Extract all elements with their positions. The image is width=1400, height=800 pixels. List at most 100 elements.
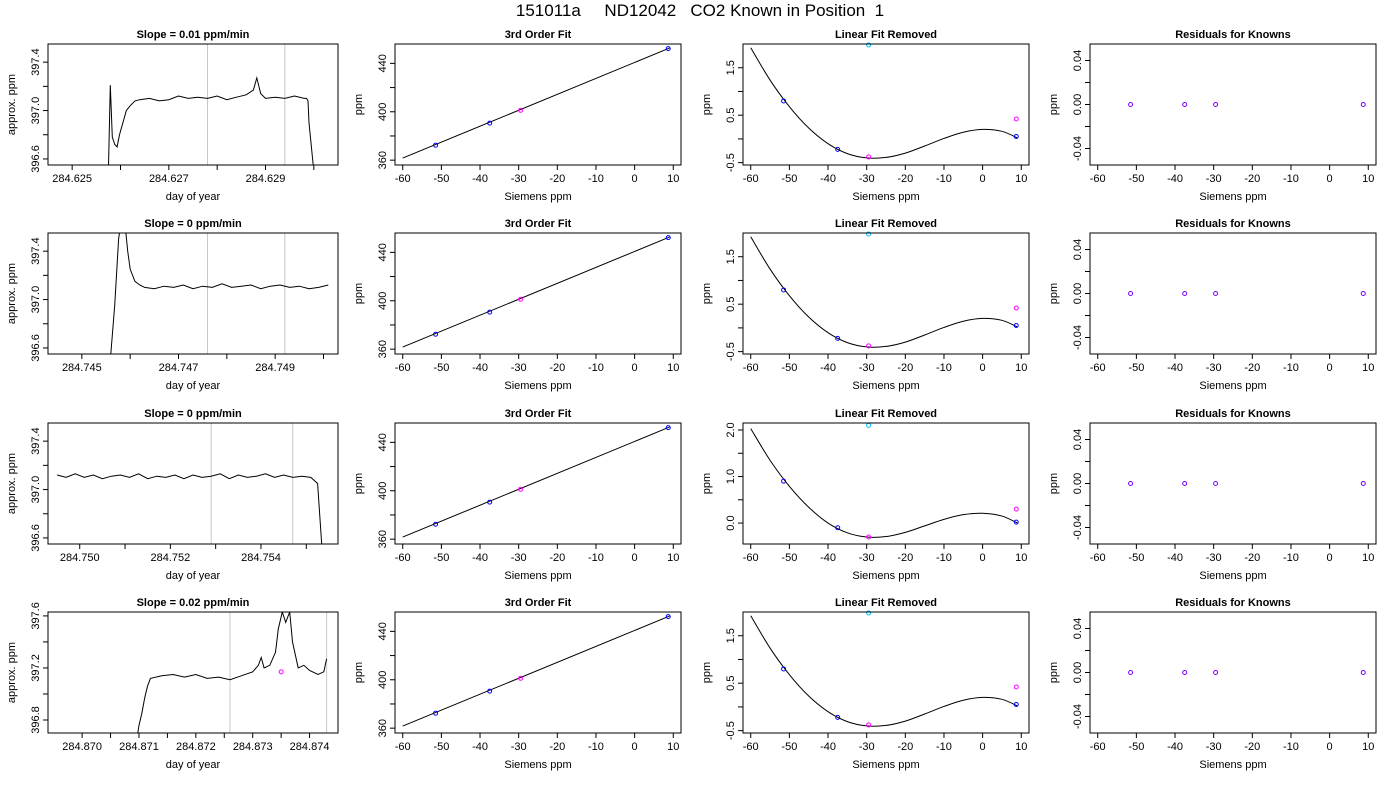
data-point (518, 675, 524, 681)
y-axis-label: ppm (1048, 283, 1060, 304)
y-tick-label: 440 (377, 54, 389, 72)
x-tick-label: 0 (632, 741, 638, 753)
x-tick-label: 284.752 (150, 552, 190, 564)
y-tick-label: 397.0 (30, 286, 42, 314)
panel-knowns: Residuals for Knowns -60 -50 -40 -30 -20 -10 0 1… (1048, 408, 1377, 582)
panel-title: Residuals for Knowns (1175, 218, 1291, 230)
panel-fit: 3rd Order Fit -60 -50 -40 -30 -20 -10 0 10 360 400… (353, 597, 682, 771)
figure-title: 151011a ND12042 CO2 Known in Position 1 (515, 1, 885, 20)
plot-area (137, 612, 328, 733)
y-tick-label: 396.6 (30, 334, 42, 362)
data-point (835, 146, 841, 152)
x-axis-label: Siemens ppm (1199, 191, 1266, 203)
x-tick-label: 10 (1362, 741, 1374, 753)
y-tick-label: 396.8 (30, 706, 42, 734)
x-tick-label: -50 (433, 552, 449, 564)
data-point (1013, 702, 1019, 708)
data-point (1360, 291, 1366, 296)
series-line (750, 615, 1018, 727)
x-tick-label: -30 (511, 362, 527, 374)
plot-area (56, 473, 323, 544)
y-tick-label: 400 (377, 103, 389, 121)
panel-timeseries: Slope = 0 ppm/min 284.745 284.747 284.749 39… (6, 218, 339, 392)
x-tick-label: 10 (667, 173, 679, 185)
y-axis-label: ppm (701, 662, 713, 683)
y-tick-label: 360 (377, 719, 389, 737)
data-point (665, 46, 671, 52)
plot-frame (394, 422, 682, 545)
x-tick-label: -10 (936, 362, 952, 374)
y-axis-label: ppm (1048, 94, 1060, 115)
x-tick-label: 10 (667, 741, 679, 753)
x-tick-label: -20 (549, 552, 565, 564)
data-point (1182, 481, 1188, 486)
panel-title: Residuals for Knowns (1175, 408, 1291, 420)
x-tick-label: -20 (549, 362, 565, 374)
x-tick-label: 0 (980, 552, 986, 564)
data-point (1128, 291, 1134, 296)
data-point (1128, 481, 1134, 486)
y-tick-label: 360 (377, 530, 389, 548)
plot-area (402, 236, 670, 348)
panel-residual: Linear Fit Removed -60 -50 -40 -30 -20 -10 0 10 -… (701, 29, 1030, 203)
x-tick-label: -40 (820, 552, 836, 564)
panel-knowns: Residuals for Knowns -60 -50 -40 -30 -20 -10 0 1… (1048, 218, 1377, 392)
x-tick-label: -60 (743, 362, 759, 374)
x-axis-label: Siemens ppm (852, 570, 919, 582)
x-tick-label: -40 (820, 741, 836, 753)
y-tick-label: 0.00 (1072, 473, 1084, 494)
x-tick-label: -10 (936, 552, 952, 564)
y-tick-label: -0.04 (1072, 136, 1084, 161)
plot-frame (47, 611, 339, 734)
x-tick-label: -50 (1128, 362, 1144, 374)
x-axis-label: Siemens ppm (504, 191, 571, 203)
x-tick-label: -50 (433, 741, 449, 753)
panel-title: Linear Fit Removed (835, 218, 937, 230)
x-tick-label: -10 (1283, 741, 1299, 753)
x-tick-label: -30 (511, 173, 527, 185)
data-point (866, 534, 872, 540)
x-tick-label: -20 (549, 173, 565, 185)
x-tick-label: 284.874 (290, 741, 330, 753)
plot-frame (394, 43, 682, 166)
y-tick-label: 0.5 (725, 676, 737, 691)
y-tick-label: 0.00 (1072, 662, 1084, 683)
x-tick-label: -30 (1206, 173, 1222, 185)
y-tick-label: 1.5 (725, 628, 737, 643)
data-point (866, 231, 872, 237)
y-tick-label: 400 (377, 292, 389, 310)
y-tick-label: 400 (377, 482, 389, 500)
x-tick-label: -60 (743, 741, 759, 753)
plot-frame (47, 232, 339, 355)
y-tick-label: 397.6 (30, 602, 42, 630)
y-tick-label: 360 (377, 340, 389, 358)
plot-frame (47, 422, 339, 545)
data-point (518, 296, 524, 302)
x-axis-label: day of year (166, 380, 221, 392)
plot-frame (742, 422, 1030, 545)
data-point (866, 42, 872, 48)
x-tick-label: 10 (1015, 741, 1027, 753)
data-point (1013, 116, 1019, 122)
x-axis-label: day of year (166, 191, 221, 203)
y-axis-label: ppm (701, 473, 713, 494)
y-tick-label: -0.5 (725, 342, 737, 361)
plot-frame (742, 43, 1030, 166)
data-point (518, 486, 524, 492)
y-tick-label: 0.04 (1072, 429, 1084, 450)
y-tick-label: 396.6 (30, 145, 42, 173)
x-tick-label: 284.747 (159, 362, 199, 374)
panel-knowns: Residuals for Knowns -60 -50 -40 -30 -20 -10 0 1… (1048, 29, 1377, 203)
x-tick-label: -40 (820, 362, 836, 374)
data-point (278, 669, 284, 675)
plot-area (402, 426, 670, 538)
x-tick-label: -20 (897, 362, 913, 374)
x-tick-label: 0 (632, 362, 638, 374)
data-point (433, 331, 439, 337)
series-line (110, 233, 329, 354)
panel-timeseries: Slope = 0 ppm/min 284.750 284.752 284.754 39… (6, 408, 339, 582)
x-tick-label: -30 (511, 741, 527, 753)
data-point (1182, 102, 1188, 107)
data-point (1128, 670, 1134, 675)
plot-area (402, 47, 670, 159)
